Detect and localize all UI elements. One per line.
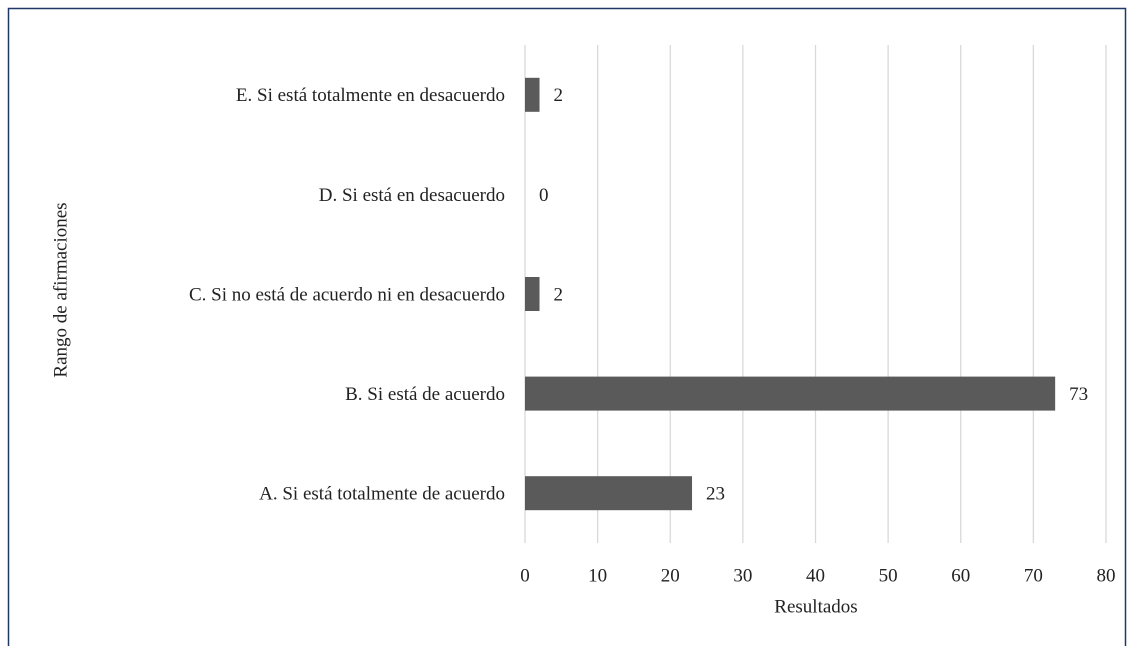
y-tick-label: B. Si está de acuerdo [345,384,505,405]
bar [525,77,540,112]
data-label: 2 [554,284,564,305]
x-axis-title: Resultados [774,596,857,617]
y-tick-label: D. Si está en desacuerdo [319,185,505,206]
x-tick-label: 40 [806,565,825,586]
bar [525,376,1056,411]
x-tick-label: 60 [951,565,970,586]
bar [525,277,540,311]
data-label: 23 [706,484,725,505]
data-label: 2 [554,85,564,106]
y-tick-label: E. Si está totalmente en desacuerdo [236,85,505,106]
y-axis-title: Rango de afirmaciones [50,202,71,377]
bar [525,476,693,511]
x-tick-label: 30 [733,565,752,586]
x-tick-label: 0 [520,565,530,586]
x-tick-label: 50 [879,565,898,586]
chart-frame [7,7,1127,646]
x-tick-label: 20 [661,565,680,586]
y-tick-label: A. Si está totalmente de acuerdo [259,484,505,505]
x-tick-label: 80 [1097,565,1116,586]
x-tick-label: 70 [1024,565,1043,586]
x-tick-label: 10 [588,565,607,586]
data-label: 73 [1069,384,1088,405]
data-label: 0 [539,185,549,206]
y-tick-label: C. Si no está de acuerdo ni en desacuerd… [189,284,505,305]
